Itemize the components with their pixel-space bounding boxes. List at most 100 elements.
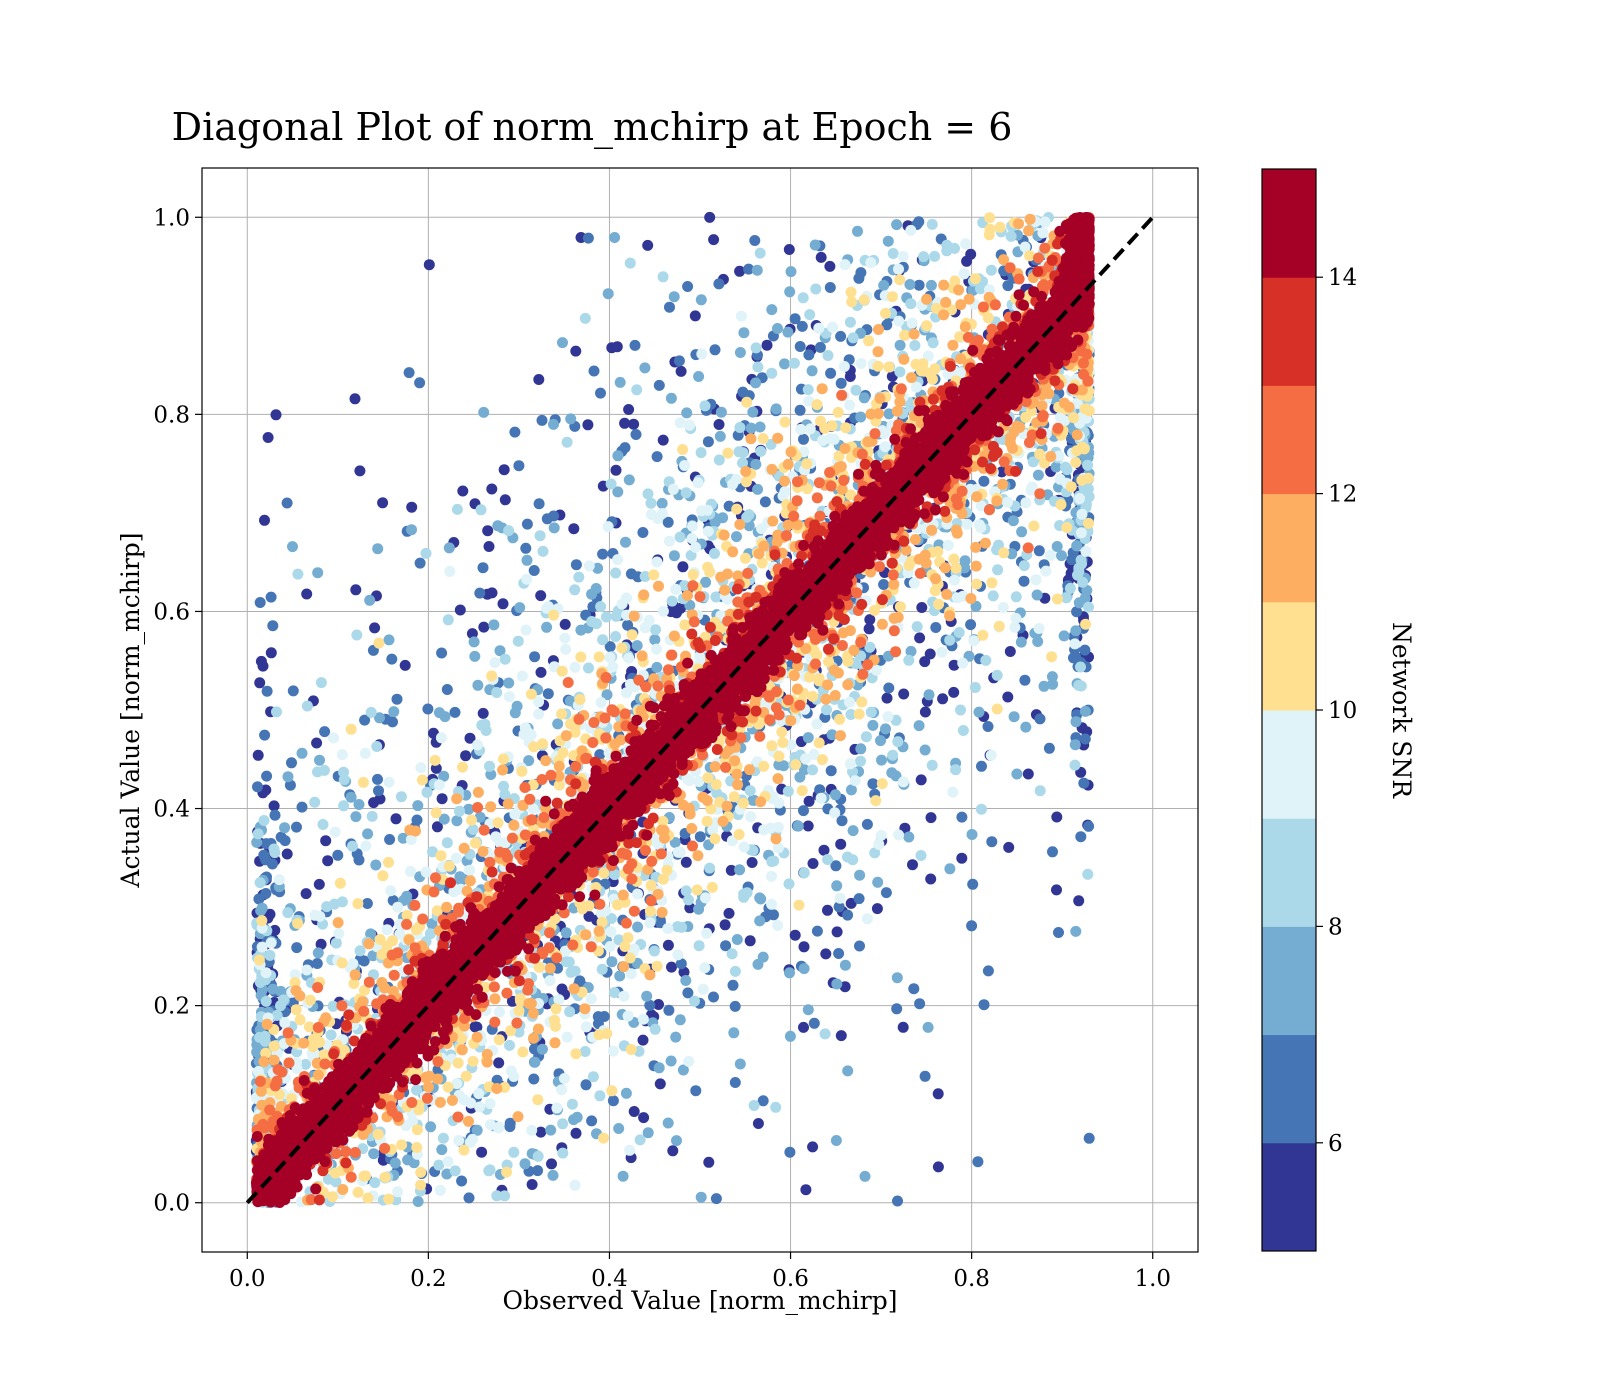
scatter-point xyxy=(1075,527,1087,539)
scatter-point xyxy=(312,567,324,579)
scatter-point xyxy=(913,720,925,732)
scatter-point xyxy=(674,531,686,543)
scatter-point xyxy=(865,706,877,718)
scatter-point xyxy=(406,524,417,536)
scatter-point xyxy=(807,858,819,869)
scatter-point xyxy=(1010,612,1022,624)
scatter-point xyxy=(329,1167,341,1179)
scatter-point xyxy=(831,880,843,892)
scatter-point xyxy=(1033,623,1045,634)
scatter-point xyxy=(467,824,479,835)
scatter-point xyxy=(1016,526,1028,538)
scatter-point xyxy=(683,1055,695,1067)
scatter-point xyxy=(686,533,698,544)
scatter-point xyxy=(315,677,327,689)
scatter-point xyxy=(625,1044,637,1055)
scatter-point xyxy=(858,392,870,404)
scatter-point xyxy=(264,908,276,920)
scatter-point xyxy=(525,688,537,700)
scatter-point xyxy=(693,371,705,382)
scatter-point xyxy=(271,706,282,718)
scatter-point xyxy=(403,367,415,379)
scatter-point xyxy=(804,309,816,321)
scatter-point xyxy=(717,815,729,827)
scatter-point xyxy=(932,1161,944,1173)
scatter-point xyxy=(802,1004,814,1016)
scatter-point xyxy=(1031,589,1043,601)
scatter-point xyxy=(811,718,823,730)
scatter-point xyxy=(743,520,755,532)
scatter-point xyxy=(859,1170,871,1182)
scatter-point xyxy=(545,1124,557,1136)
scatter-point xyxy=(662,939,674,951)
scatter-point xyxy=(631,384,643,396)
scatter-point xyxy=(345,791,357,803)
scatter-point xyxy=(494,1006,505,1018)
scatter-point xyxy=(499,653,511,665)
scatter-point xyxy=(860,731,872,743)
scatter-point xyxy=(1008,711,1020,723)
scatter-point xyxy=(282,907,294,919)
scatter-point xyxy=(752,483,764,495)
scatter-point xyxy=(824,260,836,272)
scatter-point xyxy=(333,928,345,939)
scatter-point xyxy=(978,475,990,487)
scatter-point xyxy=(583,662,594,674)
scatter-point xyxy=(551,1102,563,1114)
scatter-point xyxy=(925,279,937,291)
scatter-point xyxy=(381,924,393,936)
scatter-point xyxy=(845,286,857,298)
scatter-point xyxy=(499,789,511,800)
scatter-point xyxy=(899,329,911,341)
scatter-point xyxy=(625,568,637,580)
scatter-point xyxy=(835,330,847,342)
scatter-point xyxy=(476,1146,488,1158)
scatter-point xyxy=(944,863,956,875)
scatter-point xyxy=(882,711,894,723)
scatter-point xyxy=(650,624,661,636)
scatter-point xyxy=(345,723,357,735)
scatter-point xyxy=(587,1071,599,1083)
scatter-point xyxy=(761,339,773,351)
scatter-point xyxy=(789,313,801,325)
scatter-point xyxy=(844,371,856,382)
scatter-point xyxy=(700,576,712,588)
scatter-point xyxy=(490,831,502,843)
scatter-point xyxy=(582,232,594,244)
scatter-point xyxy=(484,1119,496,1131)
scatter-point xyxy=(1047,846,1058,858)
scatter-point xyxy=(714,430,726,442)
scatter-point xyxy=(694,831,706,843)
scatter-point xyxy=(969,273,981,285)
scatter-point xyxy=(809,239,821,251)
scatter-point xyxy=(657,605,669,617)
scatter-point xyxy=(908,983,920,995)
scatter-point xyxy=(265,647,277,659)
scatter-point xyxy=(1083,820,1095,832)
scatter-point xyxy=(919,744,931,756)
scatter-point xyxy=(1038,680,1050,692)
scatter-point xyxy=(441,901,453,913)
scatter-point xyxy=(328,732,339,744)
scatter-point xyxy=(390,813,402,825)
scatter-point xyxy=(489,657,501,669)
scatter-point xyxy=(602,288,614,300)
scatter-point xyxy=(638,1112,650,1124)
scatter-point xyxy=(798,805,809,817)
scatter-point xyxy=(620,536,631,548)
scatter-point xyxy=(844,316,856,328)
scatter-point xyxy=(330,937,342,949)
scatter-point xyxy=(844,758,856,770)
scatter-point xyxy=(498,753,509,765)
scatter-point xyxy=(592,562,604,574)
scatter-point xyxy=(798,1021,809,1033)
scatter-point xyxy=(863,335,875,347)
scatter-point xyxy=(922,1021,934,1033)
scatter-point xyxy=(504,1039,515,1051)
scatter-point xyxy=(373,637,385,649)
scatter-point xyxy=(1034,448,1046,460)
scatter-point xyxy=(1083,517,1094,529)
scatter-point xyxy=(1065,481,1077,493)
scatter-point xyxy=(772,323,783,334)
scatter-point xyxy=(449,1165,461,1177)
